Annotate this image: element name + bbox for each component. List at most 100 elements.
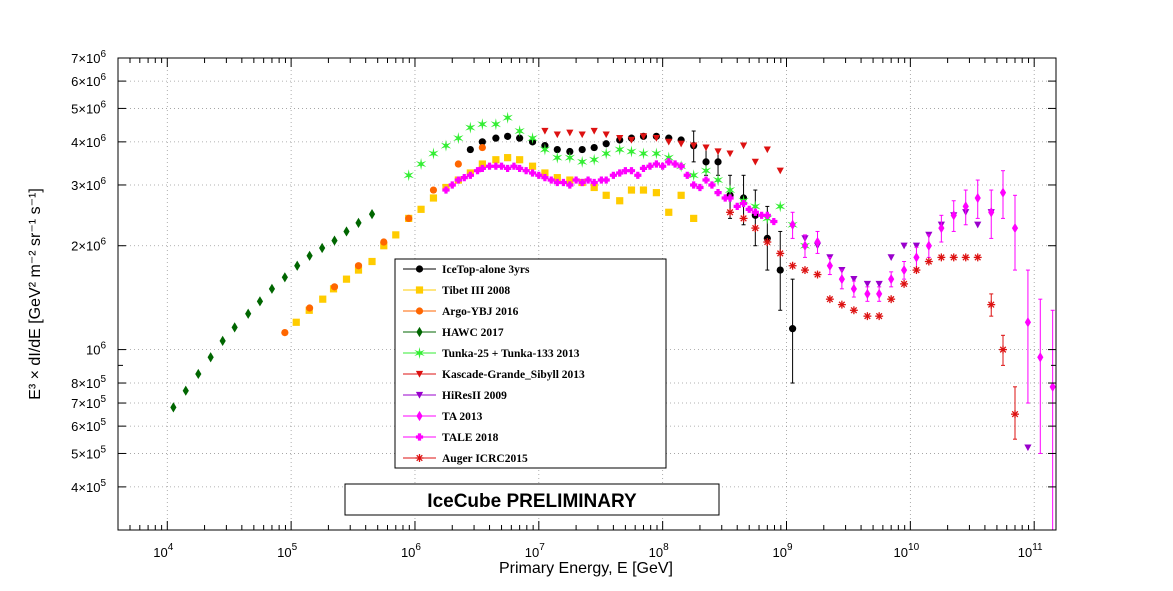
data-point: [453, 132, 464, 145]
data-point: [281, 272, 288, 283]
data-point: [219, 335, 226, 346]
data-point: [590, 178, 598, 187]
data-point: [950, 210, 957, 221]
data-point: [938, 222, 945, 234]
y-tick-label: 7×106: [71, 49, 106, 66]
data-point: [683, 171, 691, 179]
data-point: [502, 111, 513, 124]
series-hiresii-2009: [801, 209, 1032, 452]
data-point: [690, 214, 698, 223]
legend-label: IceTop-alone 3yrs: [442, 264, 530, 276]
data-point: [368, 208, 376, 220]
data-point: [497, 162, 506, 170]
data-point: [639, 164, 648, 173]
data-point: [1011, 222, 1019, 234]
data-point: [837, 300, 846, 309]
y-tick-label: 6×105: [71, 417, 106, 434]
legend-marker: [415, 370, 424, 378]
data-point: [751, 208, 759, 216]
y-tick-label: 106: [86, 341, 106, 358]
data-point: [553, 145, 561, 154]
data-point: [597, 176, 605, 184]
y-tick-label: 3×106: [71, 176, 106, 193]
data-point: [343, 226, 350, 237]
data-point: [590, 127, 598, 135]
data-point: [900, 279, 909, 288]
data-point: [850, 283, 857, 294]
data-point: [724, 184, 736, 197]
annotation: IceCube PRELIMINARY: [344, 483, 720, 516]
data-point: [510, 162, 518, 170]
data-point: [547, 176, 555, 184]
annotation-box: [344, 483, 720, 516]
data-point: [714, 148, 722, 156]
data-point: [504, 132, 512, 140]
data-point: [429, 186, 438, 194]
data-point: [516, 164, 524, 173]
data-point: [473, 167, 482, 175]
data-point: [634, 171, 642, 179]
data-point: [788, 261, 797, 270]
data-point: [677, 140, 685, 148]
series-argo-ybj-2016: [281, 143, 486, 337]
data-point: [721, 194, 729, 202]
x-tick-label: 1010: [894, 542, 920, 560]
series-tale-2018: [442, 158, 778, 226]
data-point: [354, 262, 363, 270]
legend-marker: [415, 433, 424, 441]
data-point: [342, 275, 351, 283]
data-point: [627, 186, 636, 194]
data-point: [541, 174, 549, 182]
data-point: [256, 296, 264, 307]
data-point: [292, 318, 300, 326]
data-point: [937, 253, 946, 262]
data-point: [776, 167, 784, 175]
data-point: [490, 118, 502, 131]
data-point: [726, 208, 734, 217]
legend-marker: [415, 307, 424, 315]
data-point: [1037, 352, 1044, 363]
data-point: [589, 153, 600, 166]
data-point: [601, 147, 612, 160]
data-point: [417, 205, 425, 213]
x-tick-label: 104: [153, 542, 173, 560]
data-point: [602, 131, 610, 139]
data-point: [553, 178, 561, 187]
data-point: [745, 205, 753, 213]
data-point: [652, 189, 660, 197]
data-point: [319, 242, 326, 254]
data-point: [789, 219, 796, 230]
data-point: [621, 167, 629, 175]
data-point: [733, 202, 741, 211]
data-point: [566, 147, 574, 156]
data-point: [912, 266, 921, 275]
data-point: [665, 138, 673, 146]
series-kascade-grande-sibyll-2013: [541, 127, 784, 175]
x-tick-label: 106: [401, 542, 421, 560]
data-point: [925, 240, 932, 251]
series-ta-2013: [789, 170, 1056, 530]
data-point: [616, 135, 624, 142]
data-point: [702, 158, 710, 166]
data-point: [440, 139, 452, 152]
y-tick-label: 5×105: [71, 444, 106, 461]
data-point: [974, 192, 981, 204]
data-point: [776, 249, 785, 258]
data-point: [429, 194, 438, 202]
data-point: [988, 207, 995, 218]
data-point: [671, 160, 679, 168]
data-point: [207, 352, 214, 363]
data-point: [1024, 444, 1032, 452]
data-point: [763, 146, 771, 154]
data-point: [448, 181, 456, 189]
data-point: [702, 144, 710, 152]
data-point: [514, 125, 525, 138]
data-point: [281, 329, 289, 337]
data-point: [714, 189, 722, 197]
y-tick-label: 8×105: [71, 374, 106, 391]
data-point: [849, 306, 858, 315]
data-point: [665, 158, 673, 166]
x-tick-label: 108: [649, 542, 669, 560]
